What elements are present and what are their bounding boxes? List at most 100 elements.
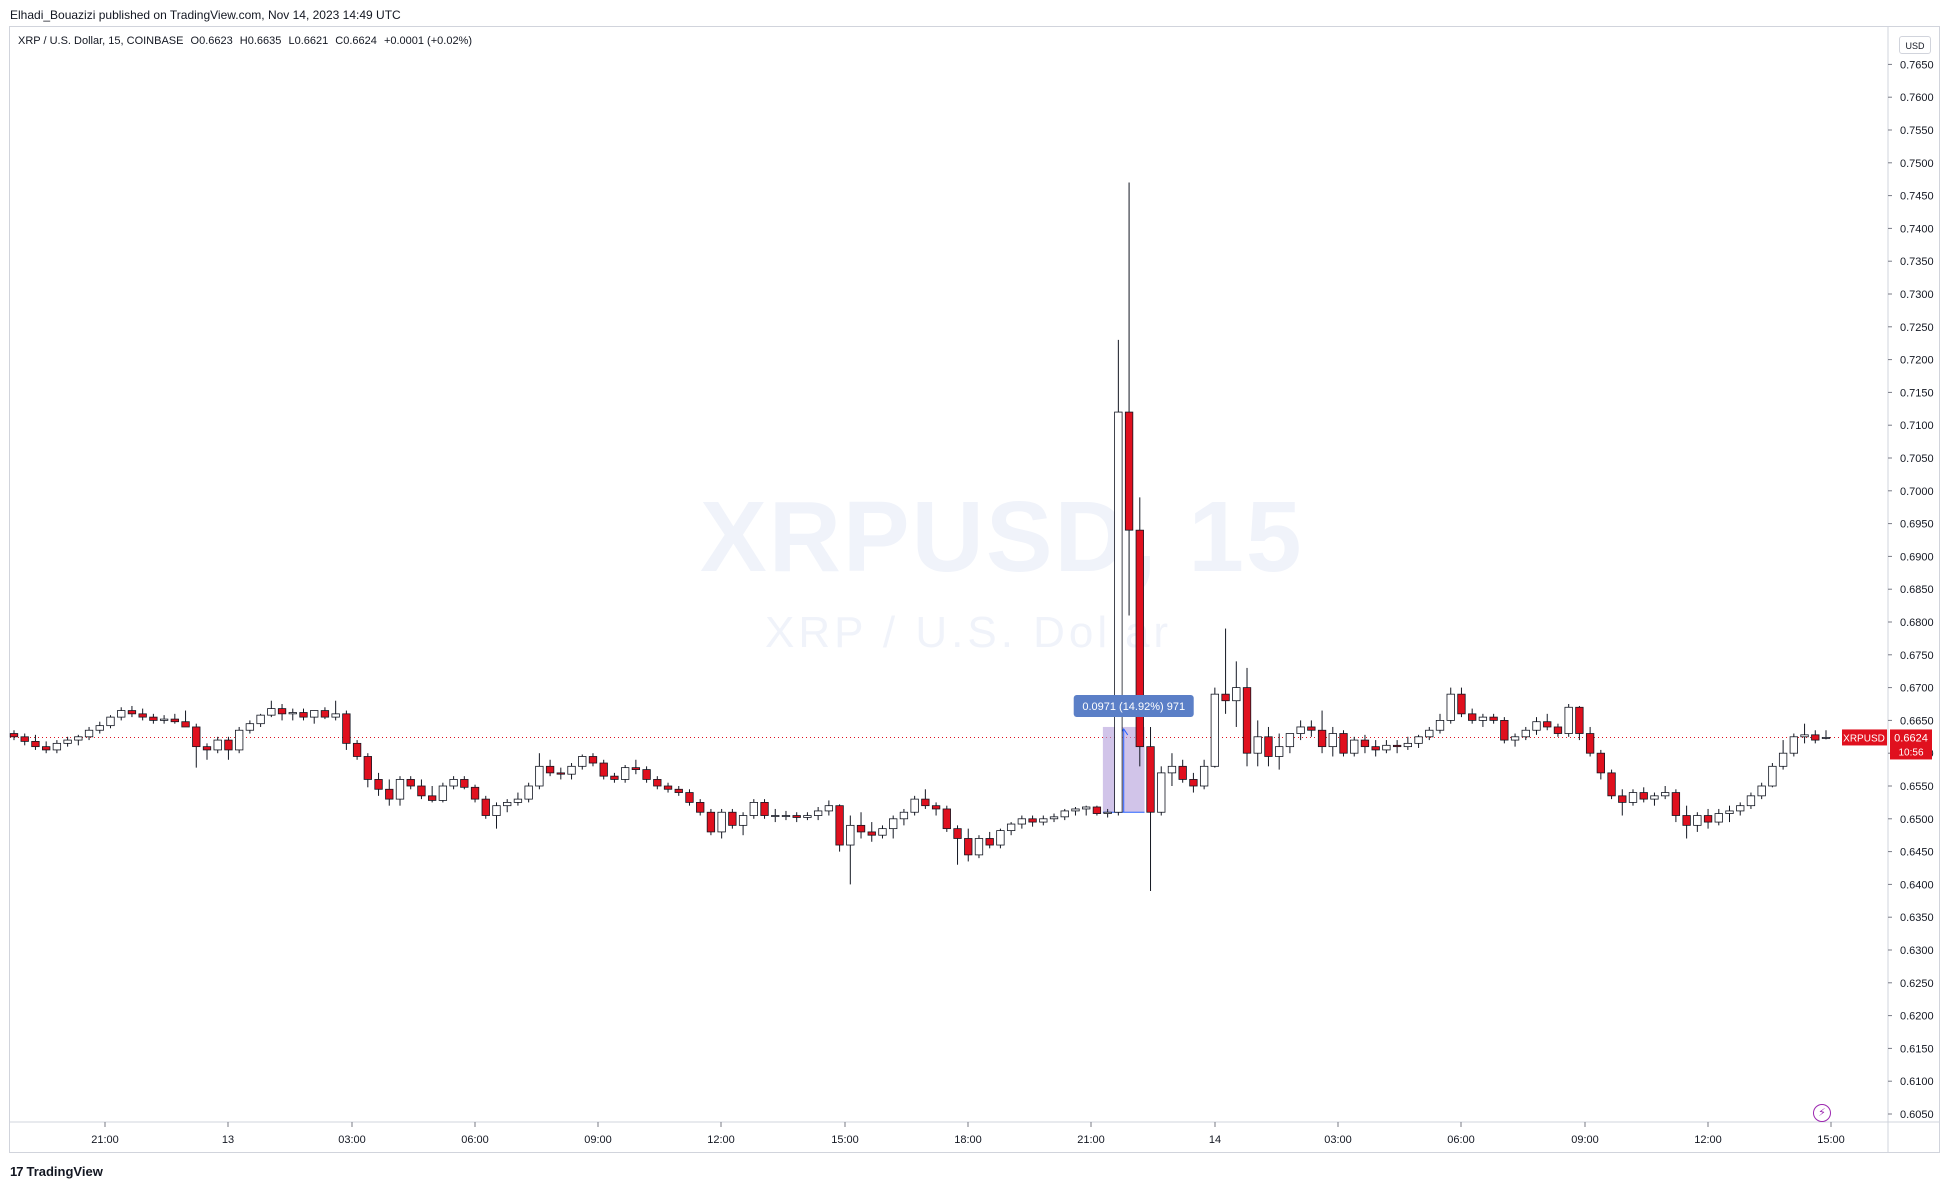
symbol-tag-label: XRPUSD (1843, 733, 1885, 744)
candle-body (1821, 737, 1831, 739)
candle-body (320, 710, 330, 718)
price-tick-label: 0.6150 (1900, 1043, 1934, 1055)
candle-body (1135, 529, 1144, 748)
candle-body (299, 712, 308, 718)
candle-body (824, 805, 834, 812)
candle-body (942, 808, 951, 830)
time-tick-label: 18:00 (954, 1134, 982, 1146)
candle-body (1575, 706, 1584, 734)
price-tick-label: 0.6450 (1900, 847, 1934, 859)
price-tick-label: 0.6350 (1900, 912, 1934, 924)
time-tick-label: 09:00 (584, 1134, 612, 1146)
candle-body (1275, 746, 1284, 757)
candle-body (1596, 752, 1605, 774)
candle-body (1446, 693, 1455, 721)
price-tick-label: 0.7250 (1900, 322, 1934, 334)
candle-body (771, 815, 780, 817)
candle-body (717, 811, 726, 833)
candle-body (1317, 729, 1327, 748)
price-tick-label: 0.7350 (1900, 256, 1934, 268)
candle-body (803, 815, 812, 818)
candle-body (481, 798, 490, 816)
candle-body (352, 742, 362, 757)
candle-body (1082, 806, 1091, 810)
candle-body (331, 713, 340, 718)
price-tick-label: 0.7500 (1900, 158, 1934, 170)
candle-body (1242, 687, 1252, 754)
candle-body (1618, 795, 1627, 803)
candle-body (513, 798, 523, 803)
price-tick-label: 0.7300 (1900, 289, 1934, 301)
candle-body (1682, 815, 1691, 826)
symbol-watermark: XRPUSD, 15 (700, 481, 1304, 593)
price-tick-label: 0.7100 (1900, 420, 1934, 432)
time-tick-label: 03:00 (1324, 1134, 1352, 1146)
candle-body (149, 716, 158, 721)
candle-body (42, 746, 51, 751)
candle-body (417, 785, 426, 797)
candle-body (1435, 720, 1445, 731)
candle-body (1253, 736, 1262, 754)
candle-body (267, 708, 276, 716)
candle-body (642, 769, 651, 780)
candle-body (985, 838, 994, 846)
candle-body (1661, 792, 1670, 797)
candle-body (224, 739, 233, 751)
candle-body (277, 708, 287, 715)
legend-low: L0.6621 (288, 35, 329, 47)
candle-body (567, 765, 576, 775)
price-tick-label: 0.6200 (1900, 1011, 1934, 1023)
price-tick-label: 0.7650 (1900, 59, 1934, 71)
candle-body (835, 805, 844, 846)
symbol-description-watermark: XRP / U.S. Dollar (765, 608, 1173, 657)
lightning-icon[interactable]: ⚡ (1813, 1104, 1831, 1122)
candle-body (878, 828, 887, 836)
candle-body (1028, 818, 1037, 823)
time-tick-label: 09:00 (1571, 1134, 1599, 1146)
candle-body (578, 756, 587, 767)
candle-body (899, 811, 909, 820)
candle-body (288, 712, 297, 715)
price-tick-label: 0.6550 (1900, 781, 1934, 793)
candle-body (1736, 805, 1745, 812)
candle-body (159, 718, 169, 721)
candle-body (1457, 693, 1466, 715)
candle-body (749, 802, 758, 816)
time-tick-label: 21:00 (91, 1134, 119, 1146)
price-tick-label: 0.6850 (1900, 584, 1934, 596)
candle-body (588, 756, 598, 764)
candle-body (1114, 411, 1123, 813)
candle-body (1307, 726, 1316, 731)
candle-body (1671, 792, 1681, 816)
price-tick-label: 0.7550 (1900, 125, 1934, 137)
candle-body (503, 802, 512, 807)
publisher-line: Elhadi_Bouazizi published on TradingView… (10, 8, 401, 22)
candle-body (599, 762, 608, 777)
candle-body (781, 815, 791, 817)
currency-button[interactable]: USD (1899, 36, 1931, 54)
price-tick-label: 0.6900 (1900, 551, 1934, 563)
candle-body (1778, 752, 1788, 767)
candle-body (1757, 785, 1766, 797)
candle-body (1092, 806, 1102, 814)
price-tick-label: 0.6400 (1900, 879, 1934, 891)
legend-high: H0.6635 (239, 35, 282, 47)
candle-body (1478, 716, 1488, 721)
time-tick-label: 06:00 (1447, 1134, 1475, 1146)
candle-body (1414, 736, 1423, 744)
candle-body (1146, 746, 1155, 813)
tradingview-logo[interactable]: 17 TradingView (10, 1164, 103, 1179)
candle-body (1714, 813, 1723, 823)
chart-pane[interactable] (9, 26, 1940, 1153)
candle-body (117, 710, 126, 718)
time-tick-label: 21:00 (1077, 1134, 1105, 1146)
candle-body (674, 788, 683, 793)
legend-symbol[interactable]: XRP / U.S. Dollar, 15, COINBASE (18, 35, 184, 47)
candle-body (620, 767, 630, 780)
candle-body (535, 765, 544, 787)
price-tick-label: 0.7400 (1900, 223, 1934, 235)
price-tick-label: 0.6800 (1900, 617, 1934, 629)
candle-body (921, 798, 930, 807)
candle-body (964, 838, 973, 856)
